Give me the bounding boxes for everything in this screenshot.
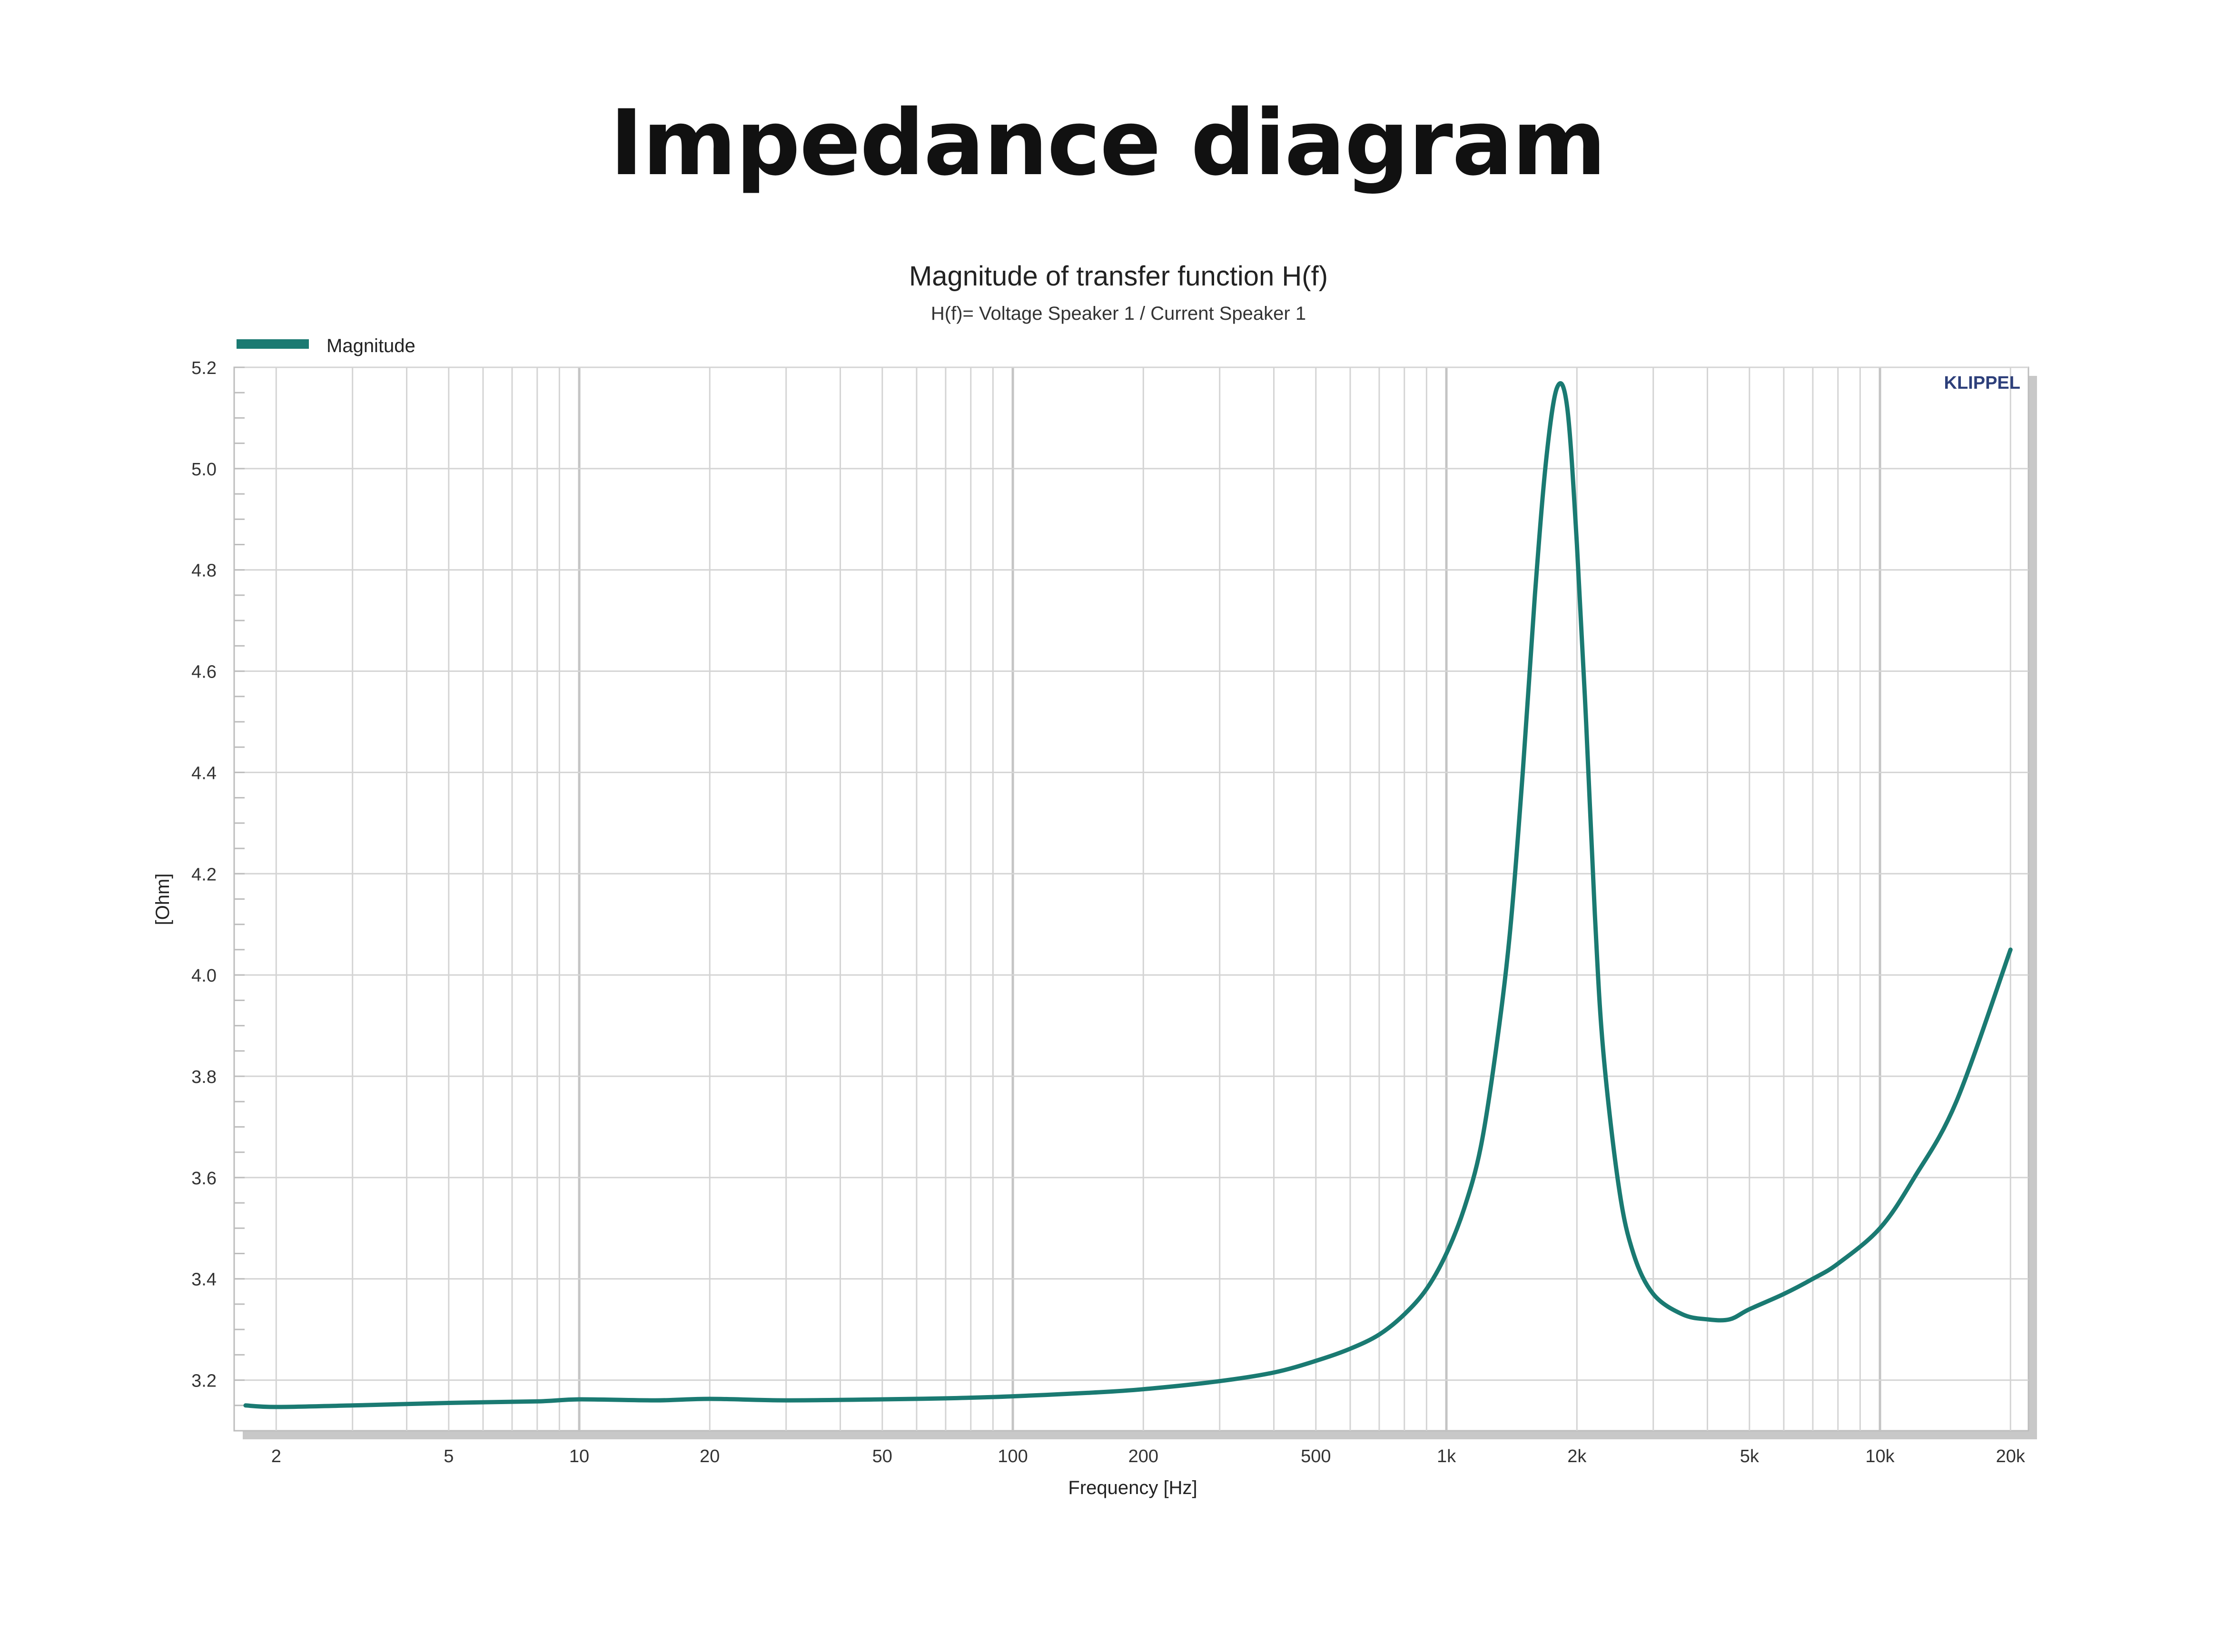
legend-label: Magnitude: [326, 335, 415, 356]
chart-subtitle: H(f)= Voltage Speaker 1 / Current Speake…: [931, 303, 1306, 324]
grid: [234, 366, 2028, 1431]
chart-title: Magnitude of transfer function H(f): [909, 261, 1328, 292]
y-tick-label: 4.4: [191, 763, 217, 783]
legend: Magnitude: [237, 335, 415, 356]
x-tick-label: 2k: [1567, 1446, 1587, 1466]
x-tick-label: 50: [872, 1446, 892, 1466]
tick-labels: 3.2 3.4 3.6 3.8 4.0 4.2 4.4 4.6 4.8 5.0 5.2 2 5 10 20 5…: [191, 358, 2026, 1466]
x-tick-label: 500: [1301, 1446, 1331, 1466]
y-tick-label: 3.8: [191, 1067, 217, 1087]
series-layer: [243, 381, 2013, 1409]
y-tick-label: 3.6: [191, 1169, 217, 1189]
x-tick-label: 200: [1128, 1446, 1158, 1466]
x-tick-label: 2: [271, 1446, 281, 1466]
watermark: KLIPPEL: [1944, 373, 2020, 393]
x-tick-label: 20k: [1996, 1446, 2026, 1466]
x-tick-label: 100: [998, 1446, 1028, 1466]
axis-ticks: [234, 366, 245, 1432]
plot-area: [233, 366, 2029, 1432]
series-line-magnitude: [243, 381, 2013, 1409]
y-tick-label: 4.8: [191, 561, 217, 581]
x-tick-label: 5: [444, 1446, 454, 1466]
x-tick-label: 1k: [1437, 1446, 1456, 1466]
y-tick-label: 5.2: [191, 358, 217, 378]
x-axis-label: Frequency [Hz]: [1068, 1477, 1197, 1498]
y-tick-label: 4.2: [191, 865, 217, 885]
x-tick-label: 10k: [1865, 1446, 1895, 1466]
y-tick-label: 4.6: [191, 662, 217, 682]
y-axis-label: [Ohm]: [152, 874, 173, 925]
x-tick-label: 20: [700, 1446, 720, 1466]
y-tick-label: 4.0: [191, 966, 217, 986]
legend-swatch: [237, 339, 309, 349]
y-tick-label: 3.4: [191, 1270, 217, 1290]
x-tick-label: 5k: [1740, 1446, 1760, 1466]
y-tick-label: 3.2: [191, 1371, 217, 1391]
y-tick-label: 5.0: [191, 460, 217, 480]
page-title: Impedance diagram: [610, 90, 1606, 196]
x-tick-label: 10: [569, 1446, 589, 1466]
